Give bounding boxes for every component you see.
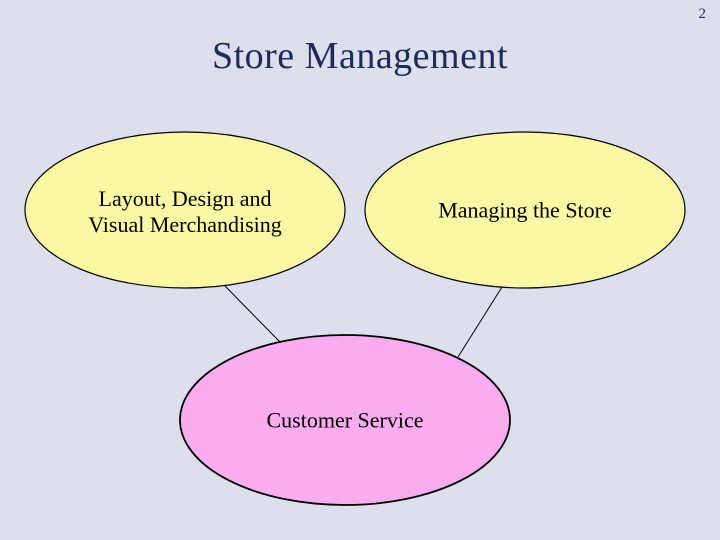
diagram-canvas: Layout, Design and Visual Merchandising … [0, 0, 720, 540]
slide: 2 Store Management Layout, Design and Vi… [0, 0, 720, 540]
edge-managing-to-customer [458, 287, 502, 357]
node-customer-service-label: Customer Service [266, 408, 423, 433]
node-managing-store-label: Managing the Store [438, 198, 612, 223]
node-layout-design-label-line1: Layout, Design and [99, 186, 272, 211]
edge-layout-to-customer [225, 286, 280, 342]
node-layout-design-label-line2: Visual Merchandising [88, 212, 282, 237]
